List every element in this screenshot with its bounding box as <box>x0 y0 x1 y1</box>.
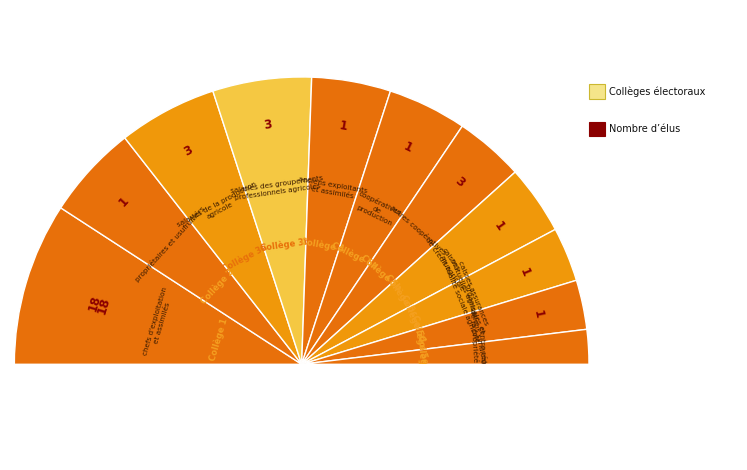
Text: caisses
de crédit agricole: caisses de crédit agricole <box>424 232 471 292</box>
Wedge shape <box>302 77 391 364</box>
Wedge shape <box>302 280 587 364</box>
Wedge shape <box>302 91 462 364</box>
Text: coopératives
de
production: coopératives de production <box>352 190 403 229</box>
Text: Collège 5a: Collège 5a <box>330 241 379 271</box>
Text: 3: 3 <box>263 118 273 132</box>
Text: de 34 à 37: de 34 à 37 <box>267 400 336 413</box>
Text: organisations syndicales: organisations syndicales <box>464 283 488 371</box>
Text: 1: 1 <box>492 219 507 233</box>
Text: autres coopératives: autres coopératives <box>389 204 448 256</box>
Bar <box>0 364 747 428</box>
Wedge shape <box>61 138 302 364</box>
Text: Collège 3b: Collège 3b <box>259 236 310 253</box>
Text: Nombre d’élus: Nombre d’élus <box>609 124 681 133</box>
Text: 3: 3 <box>453 174 468 190</box>
Wedge shape <box>302 229 577 364</box>
Text: de 1 à 4: de 1 à 4 <box>456 385 503 395</box>
Text: Collèges électoraux: Collèges électoraux <box>609 86 705 97</box>
Bar <box>589 122 605 136</box>
Text: 1: 1 <box>338 119 349 134</box>
Wedge shape <box>302 172 555 364</box>
Text: centre régional
de la propriété forestière: centre régional de la propriété forestiè… <box>469 308 490 399</box>
Text: propriétaires et usufruitiers: propriétaires et usufruitiers <box>134 205 206 283</box>
Text: Collège 5d: Collège 5d <box>399 293 427 343</box>
Wedge shape <box>125 91 302 364</box>
Text: 1: 1 <box>117 194 131 209</box>
Text: Collège 3a: Collège 3a <box>221 242 269 274</box>
Text: Collège 1: Collège 1 <box>208 317 230 362</box>
Text: Collège 5c: Collège 5c <box>382 272 418 318</box>
Text: chefs d'exploitation
et assimilés: chefs d'exploitation et assimilés <box>142 286 175 358</box>
Wedge shape <box>302 329 589 364</box>
Text: 1: 1 <box>517 266 532 278</box>
Text: Collège 5e: Collège 5e <box>410 314 430 365</box>
Text: Collège 5b: Collège 5b <box>359 253 403 293</box>
Wedge shape <box>14 208 302 364</box>
Text: Total: Total <box>285 399 319 412</box>
Text: 1: 1 <box>530 309 545 320</box>
Text: 1: 1 <box>401 140 414 155</box>
Text: Collège 2: Collège 2 <box>199 267 235 306</box>
Text: Collège 4: Collège 4 <box>300 237 345 254</box>
Text: Collège 6: Collège 6 <box>416 335 428 379</box>
Text: 18: 18 <box>95 295 112 316</box>
Wedge shape <box>213 77 311 364</box>
Text: anciens exploitants
et assimilés: anciens exploitants et assimilés <box>297 176 368 201</box>
Text: salariés de la production
agricole: salariés de la production agricole <box>176 180 261 234</box>
Wedge shape <box>302 126 515 364</box>
Text: 3: 3 <box>182 143 195 159</box>
Text: caisses assurances
mutuelles agricoles et
mutualité sociale agricole: caisses assurances mutuelles agricoles e… <box>438 249 494 343</box>
Text: salariés des groupements
professionnels agricoles: salariés des groupements professionnels … <box>229 174 324 201</box>
Bar <box>589 84 605 99</box>
Text: 18: 18 <box>87 293 104 313</box>
